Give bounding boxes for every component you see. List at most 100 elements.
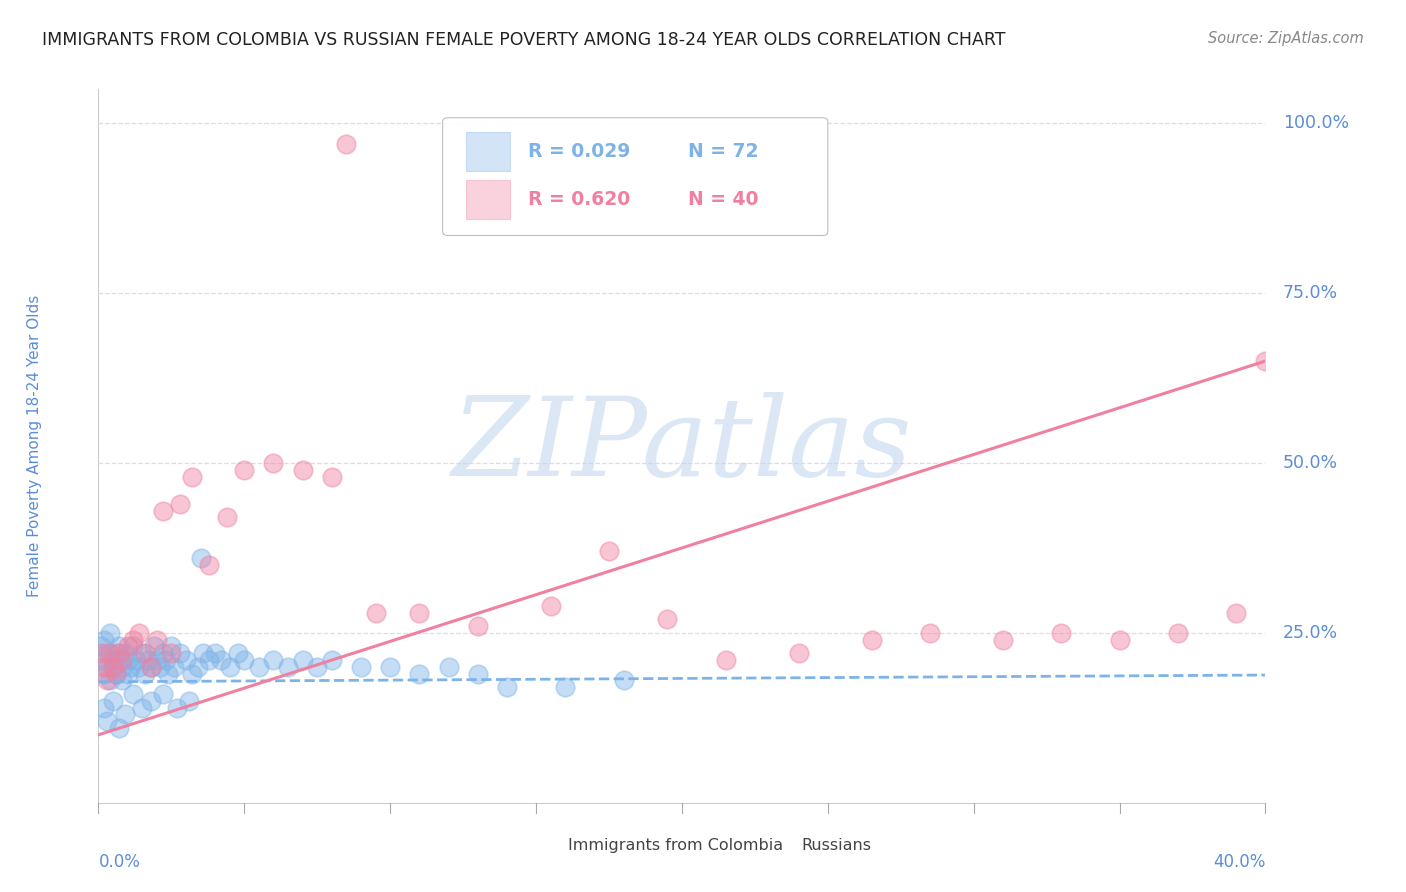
Point bbox=[307, 660, 329, 674]
Point bbox=[146, 632, 169, 647]
Point bbox=[101, 660, 124, 674]
Point bbox=[139, 660, 162, 674]
Point bbox=[321, 653, 343, 667]
Point bbox=[96, 714, 118, 729]
Point bbox=[247, 660, 270, 674]
Text: ZIPatlas: ZIPatlas bbox=[451, 392, 912, 500]
Point bbox=[335, 136, 357, 151]
Text: R = 0.029: R = 0.029 bbox=[527, 142, 630, 161]
Point bbox=[104, 666, 127, 681]
Point bbox=[714, 653, 737, 667]
Point bbox=[155, 653, 177, 667]
Point bbox=[1050, 626, 1073, 640]
Point bbox=[108, 640, 131, 654]
Point bbox=[177, 694, 200, 708]
Point bbox=[378, 660, 402, 674]
FancyBboxPatch shape bbox=[763, 832, 793, 859]
Text: 75.0%: 75.0% bbox=[1282, 284, 1339, 302]
FancyBboxPatch shape bbox=[443, 118, 828, 235]
Text: Russians: Russians bbox=[801, 838, 870, 853]
Point bbox=[193, 646, 215, 660]
Text: 100.0%: 100.0% bbox=[1282, 114, 1348, 132]
Point bbox=[117, 640, 139, 654]
Point bbox=[101, 694, 124, 708]
Point bbox=[104, 666, 127, 681]
Text: 50.0%: 50.0% bbox=[1282, 454, 1339, 472]
Point bbox=[291, 653, 314, 667]
Point bbox=[1167, 626, 1189, 640]
Point bbox=[131, 700, 153, 714]
Point bbox=[111, 673, 134, 688]
Point bbox=[215, 510, 238, 524]
Point bbox=[98, 626, 121, 640]
Point bbox=[128, 626, 150, 640]
Point bbox=[96, 660, 118, 674]
Point bbox=[262, 456, 284, 470]
Point bbox=[218, 660, 240, 674]
Point bbox=[467, 619, 489, 633]
Point bbox=[98, 646, 121, 660]
Point bbox=[131, 646, 153, 660]
Point bbox=[108, 646, 131, 660]
Point bbox=[262, 653, 284, 667]
Point bbox=[991, 632, 1014, 647]
Point bbox=[169, 646, 191, 660]
Point bbox=[101, 653, 124, 667]
Point bbox=[408, 666, 430, 681]
Point bbox=[1254, 354, 1277, 368]
Point bbox=[160, 646, 183, 660]
Point bbox=[787, 646, 810, 660]
Text: N = 40: N = 40 bbox=[688, 190, 758, 210]
Point bbox=[98, 673, 121, 688]
Text: 25.0%: 25.0% bbox=[1282, 624, 1339, 642]
Point bbox=[277, 660, 299, 674]
Point bbox=[111, 660, 134, 674]
Point bbox=[198, 653, 221, 667]
Point bbox=[1225, 606, 1247, 620]
Point bbox=[90, 640, 112, 654]
Text: IMMIGRANTS FROM COLOMBIA VS RUSSIAN FEMALE POVERTY AMONG 18-24 YEAR OLDS CORRELA: IMMIGRANTS FROM COLOMBIA VS RUSSIAN FEMA… bbox=[42, 31, 1005, 49]
Point bbox=[364, 606, 387, 620]
Point bbox=[495, 680, 517, 694]
FancyBboxPatch shape bbox=[530, 832, 560, 859]
Point bbox=[657, 612, 679, 626]
Point bbox=[554, 680, 576, 694]
Point bbox=[152, 646, 174, 660]
Point bbox=[120, 660, 142, 674]
Text: N = 72: N = 72 bbox=[688, 142, 758, 161]
Point bbox=[108, 653, 131, 667]
Point bbox=[93, 700, 115, 714]
Point bbox=[174, 653, 197, 667]
Point bbox=[149, 660, 172, 674]
Text: Female Poverty Among 18-24 Year Olds: Female Poverty Among 18-24 Year Olds bbox=[27, 295, 42, 597]
Point bbox=[96, 646, 118, 660]
Point bbox=[122, 640, 145, 654]
Point bbox=[598, 544, 620, 558]
Point bbox=[166, 700, 188, 714]
Point bbox=[198, 558, 221, 572]
Text: R = 0.620: R = 0.620 bbox=[527, 190, 630, 210]
Point bbox=[860, 632, 883, 647]
Point bbox=[93, 632, 115, 647]
FancyBboxPatch shape bbox=[465, 132, 510, 171]
Point bbox=[228, 646, 250, 660]
Point bbox=[142, 640, 165, 654]
Point bbox=[291, 463, 314, 477]
Point bbox=[233, 463, 256, 477]
Text: 0.0%: 0.0% bbox=[98, 853, 141, 871]
Point bbox=[111, 653, 134, 667]
Point bbox=[104, 646, 127, 660]
Point bbox=[139, 694, 162, 708]
Point bbox=[152, 503, 174, 517]
Point bbox=[467, 666, 489, 681]
Text: 40.0%: 40.0% bbox=[1213, 853, 1265, 871]
Point bbox=[350, 660, 373, 674]
Point bbox=[169, 497, 191, 511]
Point bbox=[321, 469, 343, 483]
Point bbox=[122, 632, 145, 647]
Point bbox=[93, 660, 115, 674]
Point bbox=[96, 673, 118, 688]
Point bbox=[134, 666, 156, 681]
Point bbox=[540, 599, 562, 613]
Point bbox=[139, 660, 162, 674]
